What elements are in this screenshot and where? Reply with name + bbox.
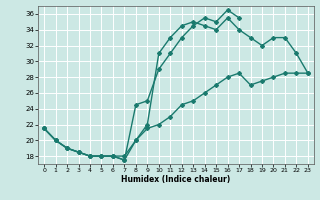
X-axis label: Humidex (Indice chaleur): Humidex (Indice chaleur) [121,175,231,184]
